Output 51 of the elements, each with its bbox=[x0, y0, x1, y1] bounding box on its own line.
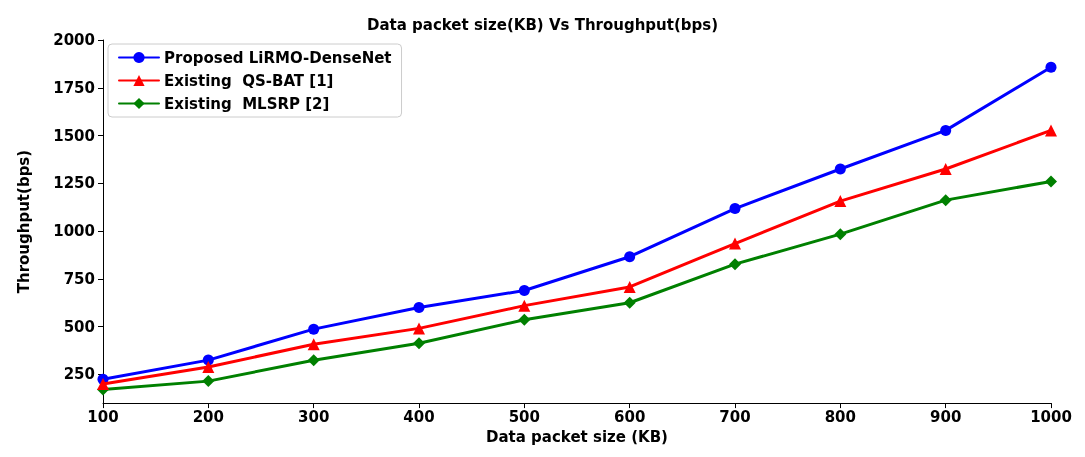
x-tick-label: 100 bbox=[87, 407, 119, 426]
y-tick-label: 1000 bbox=[53, 222, 95, 241]
x-tick-label: 300 bbox=[298, 407, 330, 426]
point bbox=[202, 360, 215, 373]
x-axis-title: Data packet size (KB) bbox=[486, 427, 668, 446]
point bbox=[939, 163, 952, 175]
x-tick-label: 700 bbox=[719, 407, 751, 426]
point bbox=[1045, 175, 1057, 188]
point bbox=[518, 285, 530, 297]
y-tick-label: 750 bbox=[63, 269, 95, 288]
legend-label: Existing MLSRP [2] bbox=[164, 94, 330, 113]
point bbox=[413, 302, 425, 314]
point bbox=[834, 163, 846, 175]
point bbox=[1045, 124, 1057, 137]
x-tick-label: 400 bbox=[403, 407, 435, 426]
point bbox=[623, 280, 636, 293]
point bbox=[939, 194, 952, 207]
point bbox=[518, 299, 531, 312]
y-tick-label: 1750 bbox=[53, 78, 95, 97]
x-tick-label: 800 bbox=[824, 407, 856, 426]
point bbox=[413, 322, 425, 335]
chart-title: Data packet size(KB) Vs Throughput(bps) bbox=[366, 15, 719, 34]
point bbox=[623, 296, 636, 309]
point bbox=[307, 338, 320, 351]
y-tick-label: 2000 bbox=[53, 31, 95, 49]
x-tick-label: 500 bbox=[508, 407, 540, 426]
point bbox=[624, 251, 636, 263]
legend-label: Existing QS-BAT [1] bbox=[164, 71, 334, 90]
point bbox=[729, 258, 741, 271]
y-tick-label: 1250 bbox=[53, 174, 95, 193]
x-tick-label: 600 bbox=[614, 407, 646, 426]
point bbox=[518, 313, 531, 326]
y-axis-title: Throughput(bps) bbox=[14, 149, 33, 294]
point bbox=[729, 237, 741, 250]
point bbox=[202, 375, 215, 388]
x-tick-label: 200 bbox=[192, 407, 224, 426]
point bbox=[97, 377, 109, 390]
point bbox=[413, 337, 425, 350]
legend-label: Proposed LiRMO-DenseNet bbox=[164, 48, 392, 67]
y-tick-label: 250 bbox=[63, 365, 95, 384]
point bbox=[940, 124, 952, 136]
y-tick-label: 500 bbox=[63, 317, 95, 336]
x-tick-label: 1000 bbox=[1030, 407, 1072, 426]
y-tick-label: 1500 bbox=[53, 126, 95, 145]
point bbox=[834, 195, 847, 208]
point bbox=[308, 323, 320, 335]
x-tick-label: 900 bbox=[930, 407, 962, 426]
point bbox=[729, 203, 741, 215]
point bbox=[1045, 61, 1057, 73]
point bbox=[834, 228, 847, 241]
point bbox=[307, 354, 320, 367]
